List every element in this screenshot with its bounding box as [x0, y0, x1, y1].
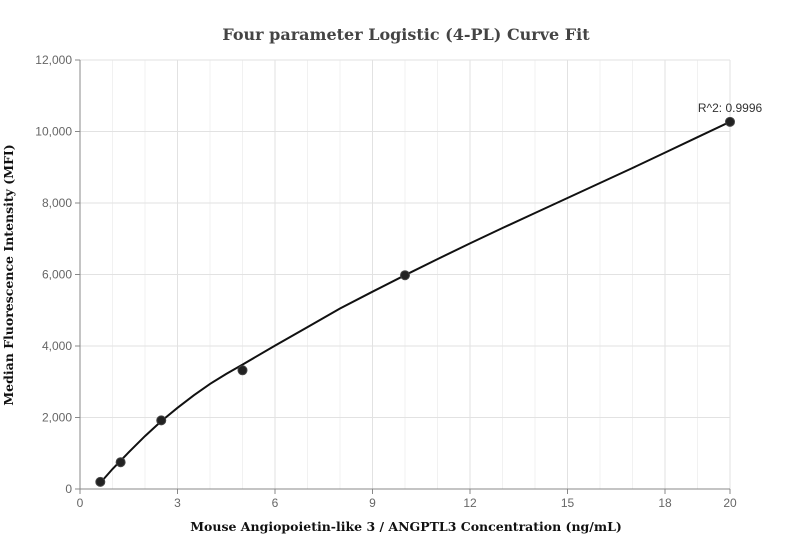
data-point — [156, 415, 167, 426]
y-tick-label: 0 — [65, 482, 72, 496]
ticks: 0 2,000 4,000 6,000 8,000 10,000 12,000 0 3 6 9 12 1… — [35, 53, 737, 510]
y-tick-label: 2,000 — [42, 411, 72, 425]
y-tick-label: 4,000 — [42, 339, 72, 353]
data-point — [95, 476, 106, 487]
chart-title: Four parameter Logistic (4-PL) Curve Fit — [222, 25, 590, 44]
r-squared-annotation: R^2: 0.9996 — [698, 101, 763, 115]
x-tick-label: 0 — [77, 496, 84, 510]
x-axis-label: Mouse Angiopoietin-like 3 / ANGPTL3 Conc… — [190, 519, 622, 534]
x-tick-label: 9 — [369, 496, 376, 510]
x-tick-label: 18 — [658, 496, 672, 510]
data-point — [237, 365, 248, 376]
data-point — [400, 270, 410, 281]
data-point — [725, 116, 735, 127]
y-tick-label: 12,000 — [35, 53, 72, 67]
y-tick-label: 6,000 — [42, 268, 72, 282]
y-axis-label: Median Fluorescence Intensity (MFI) — [1, 144, 16, 405]
fit-curve — [99, 120, 731, 484]
x-tick-label: 3 — [174, 496, 181, 510]
grid — [80, 59, 731, 489]
x-tick-label: 20 — [723, 496, 737, 510]
data-points — [95, 116, 735, 487]
data-point — [115, 457, 126, 468]
y-tick-label: 10,000 — [35, 125, 72, 139]
x-tick-label: 12 — [463, 496, 477, 510]
x-tick-label: 15 — [561, 496, 575, 510]
y-tick-label: 8,000 — [42, 196, 72, 210]
x-tick-label: 6 — [272, 496, 279, 510]
